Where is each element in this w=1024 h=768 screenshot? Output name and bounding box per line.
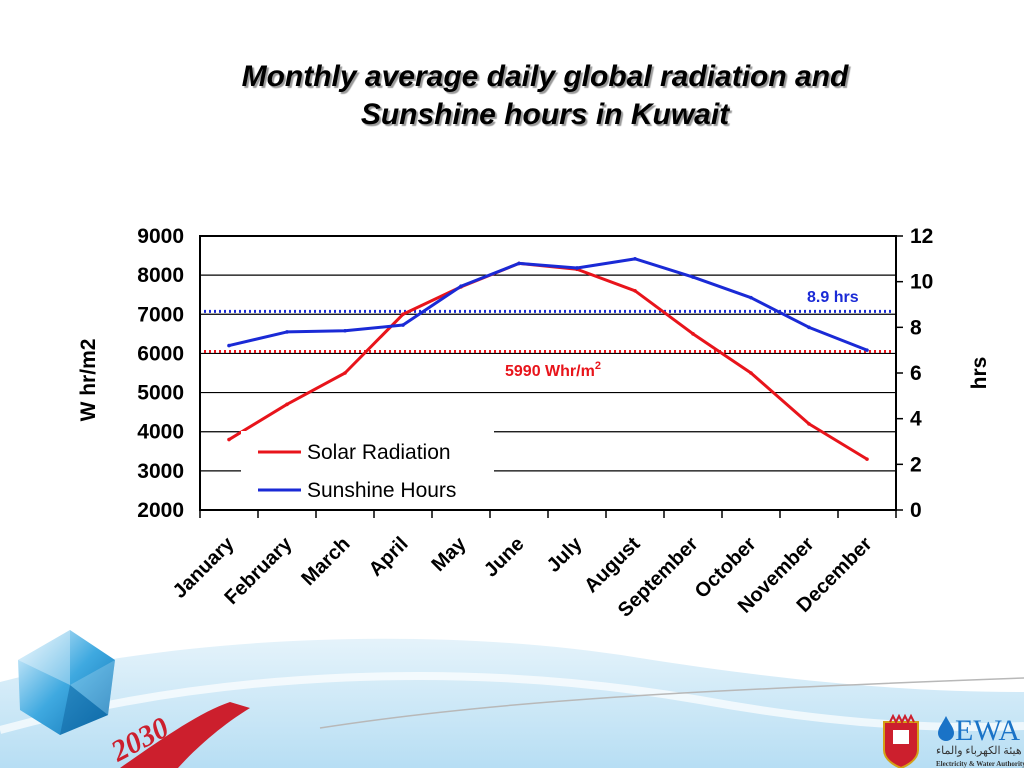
point-sunshine-hours-march <box>343 328 347 333</box>
y-tick-left-3000: 3000 <box>137 460 184 483</box>
point-solar-radiation-february <box>285 402 289 407</box>
x-tick-label-march: March <box>297 533 354 590</box>
point-solar-radiation-april <box>401 312 405 317</box>
point-sunshine-hours-april <box>401 323 405 327</box>
crystal-emblem <box>18 630 115 735</box>
footer-wave-line <box>319 677 1024 729</box>
legend: Solar Radiation Sunshine Hours <box>241 431 494 509</box>
x-tick-label-july: July <box>543 532 587 576</box>
org-abbr: EWA <box>955 714 1020 747</box>
point-sunshine-hours-september <box>691 275 695 279</box>
y-tick-left-2000: 2000 <box>137 499 184 522</box>
series-line-solar-radiation <box>228 261 868 461</box>
y-tick-right-2: 2 <box>910 453 922 476</box>
slide-title: Monthly average daily global radiation a… <box>130 58 960 134</box>
annotation-radiation-average: 5990 Whr/m2 <box>505 360 601 380</box>
y-axis-title-right: hrs <box>968 357 991 390</box>
point-sunshine-hours-november <box>807 325 811 330</box>
x-tick-label-may: May <box>427 532 471 576</box>
tick-labels: 2000 3000 4000 5000 6000 7000 8000 9000 0 2 4 6 8 10 1… <box>137 225 933 522</box>
annotation-radiation-text: 5990 Whr/m <box>505 363 595 380</box>
org-name-arabic: هيئة الكهرباء والماء <box>936 745 1022 757</box>
y-tick-right-0: 0 <box>910 499 922 522</box>
point-sunshine-hours-december <box>865 348 869 352</box>
point-sunshine-hours-may <box>459 284 463 289</box>
point-sunshine-hours-january <box>227 343 231 348</box>
bahrain-emblem <box>883 713 919 768</box>
y-tick-left-8000: 8000 <box>137 264 184 287</box>
axes <box>199 235 903 518</box>
point-sunshine-hours-july <box>575 266 579 270</box>
footer-banner: 2030 EWA هيئة الكهرباء والماء Electricit… <box>0 630 1024 768</box>
point-solar-radiation-october <box>749 371 753 375</box>
point-solar-radiation-january <box>227 437 231 442</box>
y-tick-right-4: 4 <box>910 408 922 431</box>
annotation-radiation-sup: 2 <box>595 360 601 372</box>
point-solar-radiation-november <box>807 422 811 426</box>
point-solar-radiation-december <box>865 457 869 461</box>
y-tick-left-4000: 4000 <box>137 421 184 444</box>
annotation-sunshine-average: 8.9 hrs <box>807 289 859 306</box>
y-tick-right-12: 12 <box>910 225 933 248</box>
water-drop-icon <box>938 716 954 741</box>
ewa-logo: EWA هيئة الكهرباء والماء Electricity & W… <box>936 714 1024 768</box>
chart: Solar Radiation Sunshine Hours 2000 3000 4… <box>77 225 991 622</box>
x-tick-label-june: June <box>480 533 529 582</box>
x-tick-label-april: April <box>365 533 413 581</box>
y-tick-left-7000: 7000 <box>137 303 184 326</box>
point-sunshine-hours-august <box>633 257 637 261</box>
y-tick-right-8: 8 <box>910 316 922 339</box>
y-tick-left-6000: 6000 <box>137 342 184 365</box>
legend-box <box>241 431 494 509</box>
series-lines <box>227 257 869 461</box>
title-line-2: Sunshine hours in Kuwait <box>360 98 730 131</box>
y-tick-left-9000: 9000 <box>137 225 184 248</box>
footer-swoosh <box>0 638 1024 768</box>
point-solar-radiation-august <box>633 289 637 293</box>
footer-red-stripe <box>120 702 250 768</box>
y-tick-right-10: 10 <box>910 271 933 294</box>
y-tick-right-6: 6 <box>910 362 922 385</box>
org-name-english: Electricity & Water Authority <box>936 760 1024 768</box>
point-solar-radiation-september <box>691 332 695 336</box>
y-axis-title-left: W hr/m2 <box>77 339 100 422</box>
point-sunshine-hours-october <box>749 295 753 300</box>
point-sunshine-hours-june <box>517 261 521 266</box>
point-sunshine-hours-february <box>285 330 289 334</box>
title-line-1: Monthly average daily global radiation a… <box>241 60 849 93</box>
series-line-sunshine-hours <box>228 257 868 352</box>
legend-label-solar-radiation: Solar Radiation <box>307 441 451 464</box>
point-solar-radiation-march <box>343 371 347 375</box>
legend-label-sunshine-hours: Sunshine Hours <box>307 479 456 502</box>
y-tick-left-5000: 5000 <box>137 382 184 405</box>
